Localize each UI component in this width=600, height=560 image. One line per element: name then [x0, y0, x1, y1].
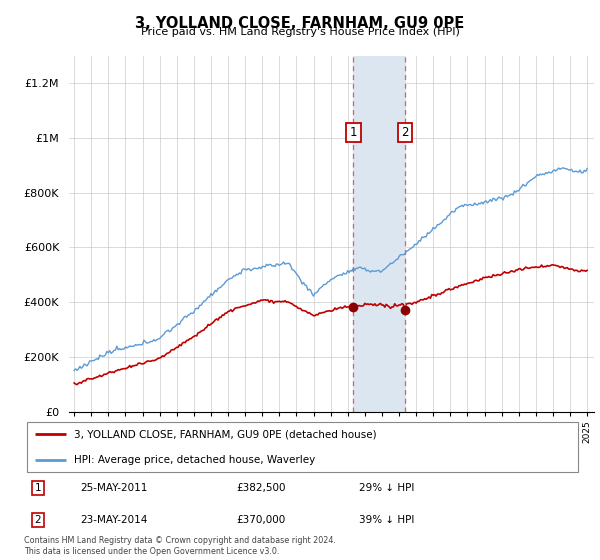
Text: 25-MAY-2011: 25-MAY-2011: [80, 483, 147, 493]
Text: HPI: Average price, detached house, Waverley: HPI: Average price, detached house, Wave…: [74, 455, 316, 465]
Bar: [353, 56, 405, 412]
Text: 23-MAY-2014: 23-MAY-2014: [80, 515, 147, 525]
Text: £382,500: £382,500: [236, 483, 286, 493]
Text: Contains HM Land Registry data © Crown copyright and database right 2024.
This d: Contains HM Land Registry data © Crown c…: [24, 536, 336, 556]
Text: 29% ↓ HPI: 29% ↓ HPI: [359, 483, 414, 493]
Text: 39% ↓ HPI: 39% ↓ HPI: [359, 515, 414, 525]
Text: 1: 1: [35, 483, 41, 493]
FancyBboxPatch shape: [27, 422, 578, 472]
Text: 3, YOLLAND CLOSE, FARNHAM, GU9 0PE (detached house): 3, YOLLAND CLOSE, FARNHAM, GU9 0PE (deta…: [74, 430, 377, 440]
Text: 3, YOLLAND CLOSE, FARNHAM, GU9 0PE: 3, YOLLAND CLOSE, FARNHAM, GU9 0PE: [136, 16, 464, 31]
Text: 2: 2: [35, 515, 41, 525]
Text: 1: 1: [350, 126, 357, 139]
Text: 2: 2: [401, 126, 409, 139]
Text: £370,000: £370,000: [236, 515, 285, 525]
Text: Price paid vs. HM Land Registry's House Price Index (HPI): Price paid vs. HM Land Registry's House …: [140, 27, 460, 37]
